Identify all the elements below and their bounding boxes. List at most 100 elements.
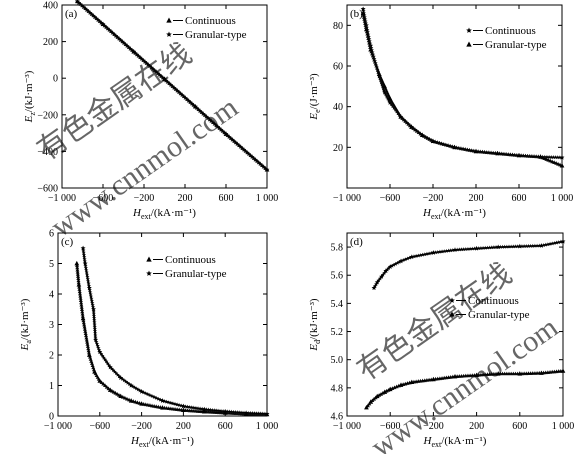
y-tick-label: 4.6 [331,412,344,423]
legend-entry: Granular-type [165,268,227,280]
legend-marker [166,31,172,37]
y-tick-label: 0 [53,74,58,85]
data-point [118,393,124,398]
series-line [373,240,564,289]
data-point [80,315,86,321]
x-tick-label: 1 000 [256,421,279,432]
data-point [474,245,480,251]
y-tick-label: 5.4 [331,299,344,310]
legend-marker [166,17,172,23]
y-tick-label: 3 [49,320,54,331]
y-tick-label: −400 [37,147,58,158]
y-tick-label: 5.0 [331,355,344,366]
x-tick-label: 1 000 [552,421,575,432]
legend-entry: Granular-type [468,309,530,321]
x-tick-label: −1 000 [333,421,361,432]
x-tick-label: 200 [469,421,484,432]
data-point [93,337,99,342]
data-point [495,371,501,376]
x-axis-label: Hext/(kA·m⁻¹) [130,435,194,449]
data-point [374,393,380,399]
y-tick-label: 5 [49,259,54,270]
legend-entry: Continuous [185,15,236,27]
x-tick-label: −600 [380,193,401,204]
data-point [495,150,500,156]
data-point [559,154,565,160]
x-tick-label: −200 [131,421,152,432]
x-tick-label: −200 [134,193,155,204]
data-point [382,389,388,394]
y-axis-label: Ez/(kJ·m⁻³) [23,70,37,123]
x-tick-label: 200 [469,193,484,204]
series-line [76,263,268,416]
data-point [160,405,165,410]
series-granular-type [360,10,565,168]
x-tick-label: 600 [512,421,527,432]
data-point [431,376,436,382]
data-point [139,389,145,394]
data-point [387,386,393,392]
data-point [100,21,106,27]
x-tick-label: −600 [93,193,114,204]
data-point [80,245,86,251]
data-point [387,95,393,101]
legend-marker [449,311,455,317]
legend-entry: Continuous [468,295,519,307]
y-tick-label: 6 [49,229,54,240]
data-point [364,404,369,410]
x-axis-label: Hext/(kA·m⁻¹) [132,207,196,221]
y-tick-label: −200 [37,110,58,121]
data-point [379,274,385,279]
y-tick-label: 5.6 [331,271,344,282]
y-tick-label: 0 [49,412,54,423]
data-point [495,244,501,250]
x-tick-label: 200 [178,193,193,204]
data-point [128,382,134,388]
data-point [181,407,186,413]
data-point [139,401,144,406]
data-point [264,167,270,172]
data-point [539,370,544,375]
data-point [517,243,523,249]
data-point [371,285,377,290]
panel-label: (a) [65,8,78,20]
series-line [82,248,268,415]
data-point [74,0,80,4]
data-point [118,375,124,380]
y-tick-label: 20 [333,143,343,154]
panel-label: (b) [350,8,363,20]
y-tick-label: 200 [43,37,58,48]
data-point [82,260,88,266]
x-tick-label: −1 000 [48,193,76,204]
data-point [160,398,165,403]
chart-panel-b: −1 000 −600 −200 200 600 1 000 20 40 60 80 (b) Hext… [308,4,573,221]
x-tick-label: 600 [512,193,527,204]
data-point [452,144,457,150]
y-tick-label: 40 [333,102,343,113]
y-axis-label: Ed/(kJ·m⁻³) [308,298,322,352]
legend: Continuous Granular-type [449,295,530,321]
data-point [409,254,415,260]
data-point [430,138,436,144]
data-point [87,352,92,357]
data-point [517,371,523,376]
data-point [376,71,382,76]
x-axis-label: Hext/(kA·m⁻¹) [423,435,487,449]
legend-marker [146,270,152,276]
data-point [398,258,404,264]
data-point [201,409,207,414]
data-point [264,411,270,416]
chart-panel-a: −1 000 −600 −200 200 600 1 000−600−400−200020… [23,0,278,221]
data-point [107,364,113,370]
data-point [201,406,207,412]
x-tick-label: −1 000 [333,193,361,204]
data-point [473,148,479,154]
data-point [368,47,373,52]
data-point [409,379,415,385]
data-point [162,76,167,82]
x-tick-label: 600 [219,193,234,204]
data-point [383,268,389,274]
series-line [365,370,564,408]
data-point [192,103,198,109]
